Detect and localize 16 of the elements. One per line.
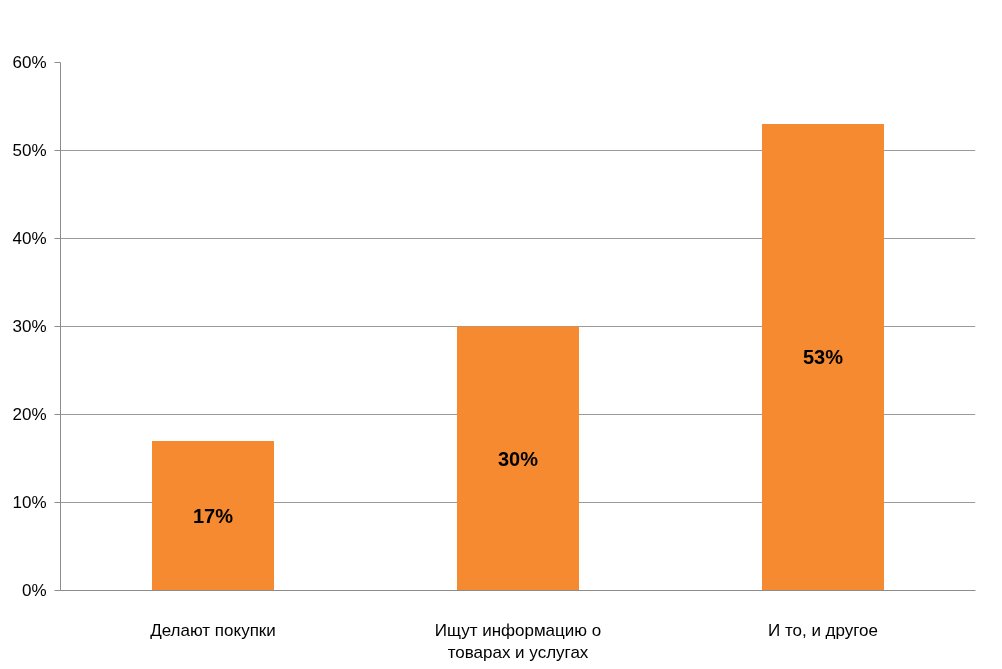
bar [152, 440, 274, 591]
y-tick-label: 60% [12, 53, 47, 72]
y-tick-label: 40% [12, 229, 47, 248]
bar [762, 124, 884, 591]
bar [457, 326, 579, 591]
y-tick-label: 0% [21, 581, 47, 600]
x-tick-label: И то, и другое [767, 620, 879, 640]
y-tick-label: 30% [12, 317, 47, 336]
y-tick-label: 20% [12, 405, 47, 424]
data-label: 53% [802, 346, 844, 369]
y-tick-label: 10% [12, 493, 47, 512]
y-tick-label: 50% [12, 141, 47, 160]
data-label: 17% [192, 504, 234, 527]
data-label: 30% [497, 447, 539, 470]
x-tick-label: Ищут информацию о товарах и услугах [434, 620, 602, 663]
x-tick-label: Делают покупки [150, 620, 276, 640]
